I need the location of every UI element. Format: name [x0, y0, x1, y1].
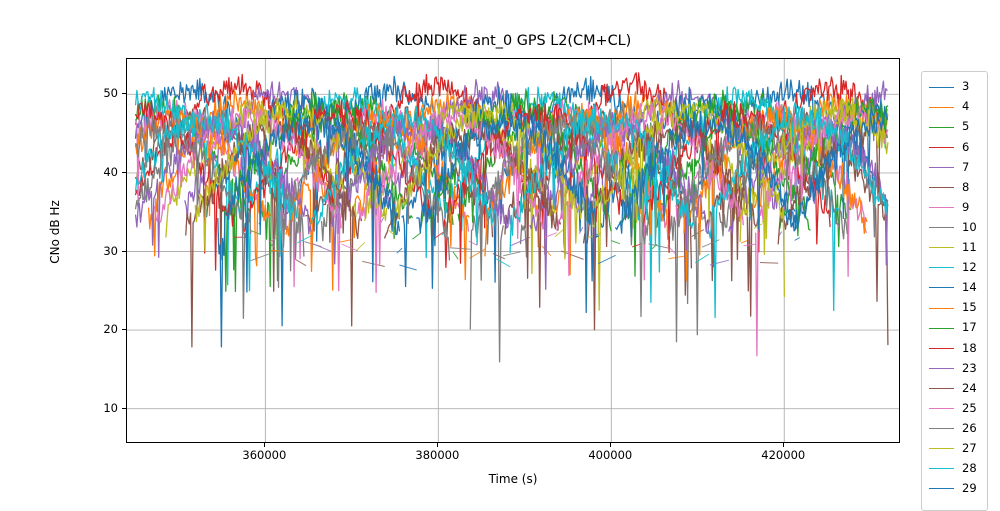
x-tick-label: 420000	[761, 448, 806, 462]
legend-item-3[interactable]: 3	[922, 77, 987, 97]
y-tick-mark	[122, 329, 126, 331]
legend-item-label: 28	[962, 461, 977, 476]
legend-item-18[interactable]: 18	[922, 338, 987, 358]
legend-item-14[interactable]: 14	[922, 278, 987, 298]
legend-item-label: 26	[962, 420, 977, 435]
legend-item-25[interactable]: 25	[922, 399, 987, 419]
y-tick-mark	[122, 93, 126, 95]
y-tick-label: 30	[103, 243, 118, 258]
legend-item-4[interactable]: 4	[922, 97, 987, 117]
legend-item-26[interactable]: 26	[922, 419, 987, 439]
legend-line-icon	[929, 86, 954, 88]
plot-area	[126, 58, 900, 443]
legend-item-label: 29	[962, 481, 977, 496]
legend-item-label: 11	[962, 240, 977, 255]
legend-item-label: 4	[962, 99, 970, 114]
plot-canvas	[127, 59, 899, 442]
data-series-26	[134, 113, 848, 343]
y-tick-label: 10	[103, 400, 118, 415]
legend-item-28[interactable]: 28	[922, 459, 987, 479]
legend-line-icon	[929, 126, 954, 128]
legend-item-7[interactable]: 7	[922, 157, 987, 177]
legend-item-label: 9	[962, 199, 970, 214]
legend-item-label: 15	[962, 300, 977, 315]
legend-line-icon	[929, 468, 954, 470]
x-tick-label: 380000	[415, 448, 460, 462]
x-axis-label: Time (s)	[488, 472, 538, 486]
legend-line-icon	[929, 367, 954, 369]
legend-line-icon	[929, 347, 954, 349]
legend-line-icon	[929, 327, 954, 329]
legend-item-27[interactable]: 27	[922, 439, 987, 459]
legend-line-icon	[929, 428, 954, 430]
legend-item-label: 7	[962, 159, 970, 174]
legend-line-icon	[929, 106, 954, 108]
legend-item-8[interactable]: 8	[922, 177, 987, 197]
legend-item-10[interactable]: 10	[922, 218, 987, 238]
legend-item-label: 6	[962, 139, 970, 154]
x-tick-label: 400000	[588, 448, 633, 462]
legend-item-label: 8	[962, 179, 970, 194]
y-tick-mark	[122, 407, 126, 409]
legend-item-label: 17	[962, 320, 977, 335]
data-series-29	[217, 108, 888, 348]
x-tick-mark	[610, 443, 612, 447]
legend-line-icon	[929, 227, 954, 229]
x-tick-mark	[264, 443, 266, 447]
legend-item-label: 27	[962, 440, 977, 455]
legend-item-12[interactable]: 12	[922, 258, 987, 278]
legend-item-label: 5	[962, 119, 970, 134]
legend-line-icon	[929, 146, 954, 148]
legend-item-label: 12	[962, 260, 977, 275]
y-tick-label: 40	[103, 164, 118, 179]
legend-line-icon	[929, 247, 954, 249]
legend-item-9[interactable]: 9	[922, 198, 987, 218]
legend-item-label: 23	[962, 360, 977, 375]
legend-item-23[interactable]: 23	[922, 358, 987, 378]
chart-figure: KLONDIKE ant_0 GPS L2(CM+CL) 360000 38000…	[48, 33, 988, 511]
legend-item-29[interactable]: 29	[922, 479, 987, 499]
legend-item-17[interactable]: 17	[922, 318, 987, 338]
legend-line-icon	[929, 187, 954, 189]
y-tick-label: 50	[103, 86, 118, 101]
legend-line-icon	[929, 267, 954, 269]
legend: 3 4 5 6 7 8 9 10 11 12 14 15 17 18 23 24 25 26 27 28 29	[921, 71, 988, 511]
x-tick-label: 360000	[242, 448, 287, 462]
page-title: KLONDIKE ant_0 GPS L2(CM+CL)	[394, 33, 632, 49]
legend-line-icon	[929, 207, 954, 209]
legend-item-label: 14	[962, 280, 977, 295]
legend-item-label: 24	[962, 380, 977, 395]
x-tick-mark	[437, 443, 439, 447]
y-tick-mark	[122, 250, 126, 252]
legend-line-icon	[929, 166, 954, 168]
legend-line-icon	[929, 307, 954, 309]
legend-item-label: 18	[962, 340, 977, 355]
legend-item-label: 3	[962, 79, 970, 94]
legend-line-icon	[929, 387, 954, 389]
legend-item-label: 25	[962, 400, 977, 415]
legend-line-icon	[929, 448, 954, 450]
y-tick-label: 20	[103, 322, 118, 337]
y-tick-mark	[122, 171, 126, 173]
legend-item-11[interactable]: 11	[922, 238, 987, 258]
legend-item-label: 10	[962, 219, 977, 234]
y-axis-label: CNo dB Hz	[48, 200, 62, 264]
legend-line-icon	[929, 287, 954, 289]
legend-item-5[interactable]: 5	[922, 117, 987, 137]
legend-line-icon	[929, 408, 954, 410]
legend-item-15[interactable]: 15	[922, 298, 987, 318]
legend-item-6[interactable]: 6	[922, 137, 987, 157]
legend-line-icon	[929, 488, 954, 490]
legend-item-24[interactable]: 24	[922, 378, 987, 398]
x-tick-mark	[783, 443, 785, 447]
